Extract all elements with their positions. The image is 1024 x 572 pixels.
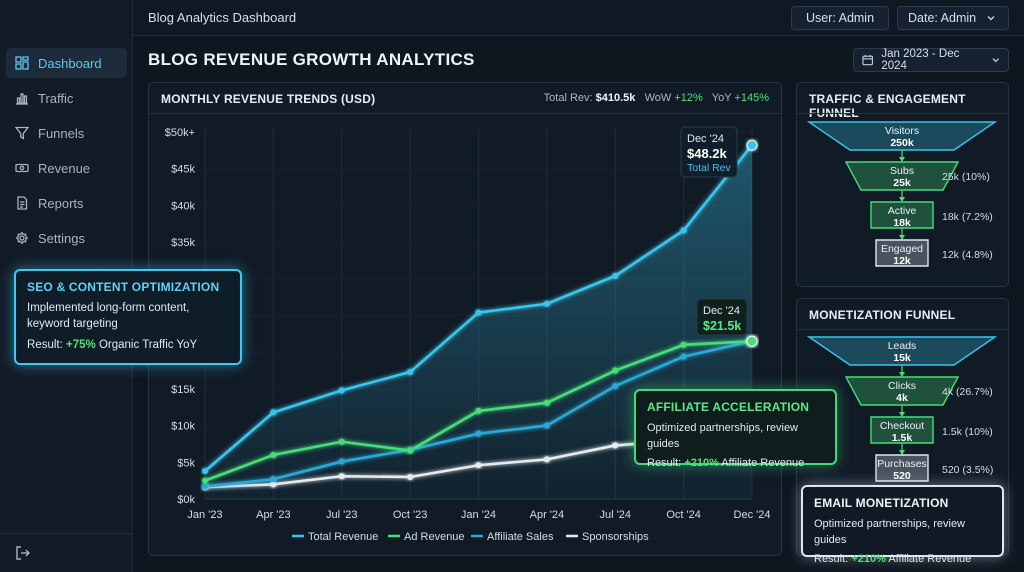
sidebar-item-dashboard[interactable]: Dashboard [6,48,127,78]
funnel-icon [15,126,29,140]
result-label: Result: [27,339,63,351]
result-text: Organic Traffic YoY [98,339,198,351]
chevron-down-icon [987,16,995,21]
seo-callout-title: SEO & CONTENT OPTIMIZATION [27,280,220,294]
result-label: Result: [814,553,849,565]
sidebar-item-label: Dashboard [38,55,102,71]
email-callout: EMAIL MONETIZATION Optimized partnership… [801,485,1004,565]
sidebar-item-funnels[interactable]: Funnels [6,118,127,148]
page-title: BLOG REVENUE GROWTH ANALYTICS [148,50,475,69]
panel-divider [797,113,1008,114]
app-title: Blog Analytics Dashboard [148,10,297,25]
sidebar-item-traffic[interactable]: Traffic [6,83,127,113]
sidebar-item-label: Funnels [38,125,85,141]
wow-label: WoW [644,92,672,104]
affiliate-callout-desc: Optimized partnerships, review guides [647,422,799,450]
seo-callout-result: Result: +75% Organic Traffic YoY [27,339,229,351]
affiliate-callout-title: AFFILIATE ACCELERATION [647,400,810,414]
dashboard-grid-icon [15,56,29,70]
traffic-funnel-panel: TRAFFIC & ENGAGEMENT FUNNEL [796,82,1009,287]
logout-icon[interactable] [14,544,32,562]
sidebar-item-label: Traffic [38,90,74,106]
seo-callout: SEO & CONTENT OPTIMIZATION Implemented l… [14,269,242,365]
email-callout-title: EMAIL MONETIZATION [814,496,949,510]
panel-divider [149,113,781,114]
sidebar-item-label: Reports [38,195,84,211]
sidebar-item-label: Settings [38,230,85,246]
chart-panel-title: MONTHLY REVENUE TRENDS (USD) [161,92,376,106]
cash-icon [15,163,29,173]
wow-value: +12% [674,92,703,104]
date-range-picker[interactable]: Jan 2023 - Dec 2024 [853,48,1009,72]
result-text: Affiliate Revenue [888,553,972,565]
revenue-chart-panel: MONTHLY REVENUE TRENDS (USD) Total Rev: … [148,82,782,556]
date-range-label: Jan 2023 - Dec 2024 [881,48,960,72]
calendar-icon [862,55,873,66]
sidebar-item-reports[interactable]: Reports [6,188,127,218]
email-callout-desc: Optimized partnerships, review guides [814,518,966,546]
date-selector-label: Date: Admin [908,11,977,25]
yoy-label: YoY [711,92,732,104]
result-value: +210% [851,553,886,565]
bar-chart-icon [16,93,28,105]
sidebar-divider [0,533,133,534]
traffic-funnel-title: TRAFFIC & ENGAGEMENT FUNNEL [809,92,966,120]
chevron-down-icon [991,58,999,63]
result-label: Result: [647,457,682,469]
total-rev-value: $410.5k [595,92,636,104]
yoy-value: +145% [734,92,769,104]
revenue-stats: Total Rev: $410.5k WoW +12% YoY +145% [544,92,769,104]
panel-divider [797,329,1008,330]
user-selector[interactable]: User: Admin [791,6,889,30]
affiliate-callout-result: Result: +210% Affiliate Revenue [647,457,824,469]
result-text: Affiliate Revenue [721,457,805,469]
result-value: +210% [684,457,719,469]
sidebar-item-settings[interactable]: Settings [6,223,127,253]
sidebar-item-label: Revenue [38,160,91,176]
email-callout-result: Result: +210% Affiliate Revenue [814,553,991,565]
monetization-funnel-title: MONETIZATION FUNNEL [809,308,956,322]
sidebar-nav: Dashboard Traffic Funnels Revenue Report… [6,48,127,258]
result-value: +75% [66,339,96,351]
total-rev-label: Total Rev: [543,92,593,104]
document-icon [17,196,28,210]
top-bar: Blog Analytics Dashboard User: Admin Dat… [133,0,1024,36]
date-selector[interactable]: Date: Admin [897,6,1009,30]
seo-callout-desc: Implemented long-form content, keyword t… [27,302,190,330]
gear-icon [16,232,28,244]
sidebar-item-revenue[interactable]: Revenue [6,153,127,183]
affiliate-callout: AFFILIATE ACCELERATION Optimized partner… [634,389,837,469]
